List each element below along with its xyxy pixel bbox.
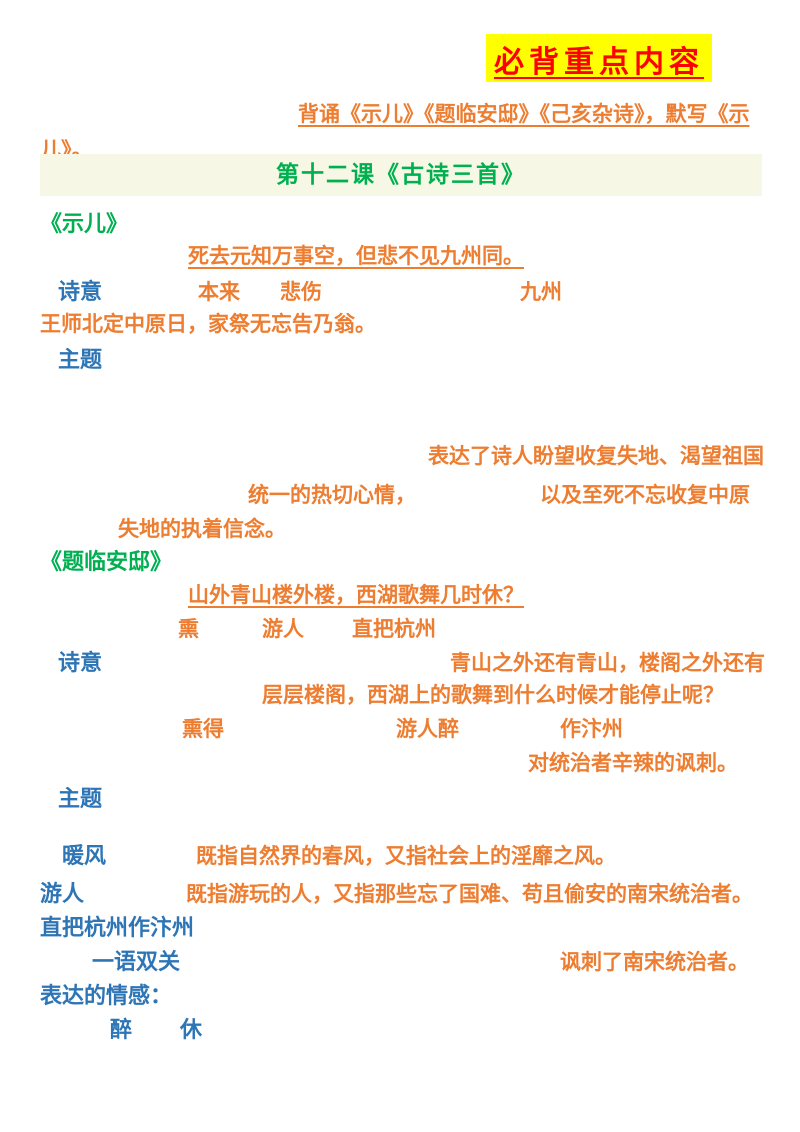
poem2-keyword-zhiba: 直把杭州 [352,617,436,641]
note-nuanfeng-label: 暖风 [62,844,107,869]
poem2-keyword-xun: 熏 [178,617,199,641]
note-zhiba-line: 直把杭州作汴州 [40,916,195,941]
poem2-meaning-keyword1: 熏得 [182,717,224,741]
poem2-meaning-part2: 层层楼阁，西湖上的歌舞到什么时候才能停止呢？ [262,683,724,707]
poem2-meaning-part1: 青山之外还有青山，楼阁之外还有 [450,651,765,675]
poem2-title: 《题临安邸》 [40,550,173,575]
poem1-lines-1-2: 死去元知万事空，但悲不见九州同。 [188,244,524,268]
memorize-requirement-line: 背诵《示儿》《题临安邸》《己亥杂诗》，默写《示儿》。 [40,102,750,162]
poem1-title: 《示儿》 [40,212,129,237]
poem2-meaning-keyword2: 游人醉 [396,717,459,741]
poem1-keyword-benlai: 本来 [198,280,240,304]
note-pun-text: 讽刺了南宋统治者。 [560,950,749,974]
poem1-theme-part2b: 以及至死不忘收复中原 [540,483,750,507]
poem2-lines-1-2: 山外青山楼外楼，西湖歌舞几时休？ [188,583,524,607]
poem1-theme-part3: 失地的执着信念。 [118,517,286,541]
poem1-theme-part2a: 统一的热切心情， [248,483,416,507]
poem1-theme-label: 主题 [58,348,103,373]
note-youren-label: 游人 [40,882,85,907]
poem1-keyword-jiuzhou: 九州 [520,280,562,304]
note-youren-text: 既指游玩的人，又指那些忘了国难、苟且偷安的南宋统治者。 [186,882,753,906]
key-char-zui: 醉 [110,1018,133,1043]
note-pun-label: 一语双关 [92,950,181,975]
poem2-meaning-label: 诗意 [58,651,103,676]
note-nuanfeng-text: 既指自然界的春风，又指社会上的淫靡之风。 [196,844,616,868]
must-memorize-badge: 必背重点内容 [486,34,712,82]
poem2-satire-note: 对统治者辛辣的讽刺。 [528,751,738,775]
poem1-theme-part1: 表达了诗人盼望收复失地、渴望祖国 [428,444,764,468]
poem1-keyword-beishang: 悲伤 [280,280,322,304]
lesson-title-banner: 第十二课《古诗三首》 [40,154,762,196]
poem2-theme-label: 主题 [58,787,103,812]
key-char-xiu: 休 [180,1018,203,1043]
poem2-meaning-keyword3: 作汴州 [560,717,623,741]
poem2-keyword-youren: 游人 [262,617,304,641]
poem1-lines-3-4: 王师北定中原日，家祭无忘告乃翁。 [40,312,376,336]
poem1-meaning-label: 诗意 [58,280,103,305]
note-emotion-label: 表达的情感： [40,984,173,1009]
